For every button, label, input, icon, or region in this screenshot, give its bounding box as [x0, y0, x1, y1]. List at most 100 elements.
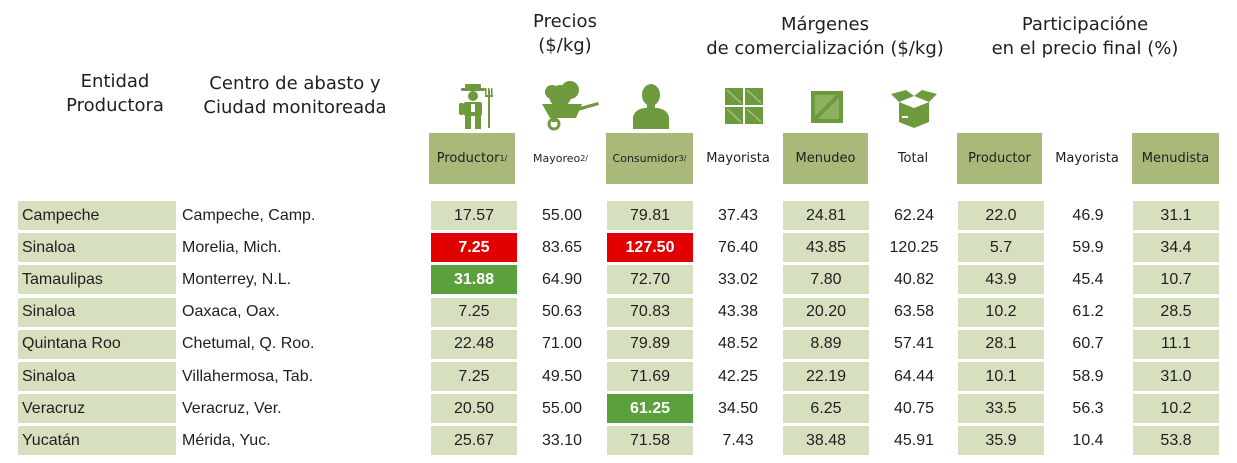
- cell-p-mayorista: 56.3: [1072, 399, 1104, 417]
- cell-p-menudista: 10.7: [1133, 265, 1219, 295]
- cell-consumidor: 70.83: [607, 297, 693, 327]
- cell-productor: 17.57: [431, 201, 517, 230]
- col-header-mayoreo-sup: 2/: [580, 154, 589, 163]
- header-margenes-line1: Márgenes: [780, 14, 869, 35]
- col-header-p-productor-label: Productor: [968, 151, 1031, 166]
- cell-centro: Monterrey, N.L.: [182, 270, 292, 288]
- header-precios-line2: ($/kg): [538, 35, 592, 56]
- cell-p-menudista: 31.0: [1133, 362, 1219, 391]
- cell-menudeo: 24.81: [783, 201, 869, 230]
- cell-centro: Mérida, Yuc.: [182, 431, 271, 449]
- cell-centro: Chetumal, Q. Roo.: [182, 335, 315, 353]
- cell-p-productor: 35.9: [958, 426, 1044, 456]
- cell-mayoreo: 33.10: [541, 431, 583, 449]
- cell-p-menudista: 34.4: [1133, 233, 1219, 263]
- header-entidad-line1: Entidad: [80, 71, 150, 92]
- cell-mayoreo: 49.50: [541, 367, 583, 385]
- cell-centro: Veracruz, Ver.: [182, 399, 282, 417]
- header-entidad: Entidad Productora: [40, 70, 190, 118]
- cell-total: 120.25: [889, 238, 939, 256]
- cell-entidad: Sinaloa: [18, 233, 176, 263]
- header-margenes-line2: de comercialización ($/kg): [706, 38, 944, 59]
- cell-p-productor: 28.1: [958, 329, 1044, 359]
- cell-menudeo: 6.25: [783, 394, 869, 424]
- cell-menudeo: 22.19: [783, 362, 869, 391]
- cell-centro: Morelia, Mich.: [182, 238, 282, 256]
- table-row: Yucatán Mérida, Yuc. 25.67 33.10 71.58 7.43 38…: [0, 426, 1237, 456]
- cell-p-mayorista: 58.9: [1072, 367, 1104, 385]
- table-row: Veracruz Veracruz, Ver. 20.50 55.00 61.25 34.…: [0, 394, 1237, 424]
- table-row: Quintana Roo Chetumal, Q. Roo. 22.48 71.00 7…: [0, 329, 1237, 359]
- cell-productor: 7.25: [431, 362, 517, 391]
- header-participacion-line1: Participacióne: [1021, 14, 1149, 35]
- col-header-p-menudista: Menudista: [1132, 133, 1219, 184]
- cell-menudeo: 38.48: [783, 426, 869, 456]
- cell-mayoreo: 64.90: [541, 270, 583, 288]
- col-header-consumidor: Consumidor 3/: [606, 133, 693, 184]
- cell-total: 40.82: [893, 270, 935, 288]
- header-centro: Centro de abasto y Ciudad monitoreada: [190, 72, 400, 120]
- cell-entidad: Tamaulipas: [18, 265, 176, 295]
- cell-centro: Campeche, Camp.: [182, 206, 316, 224]
- cell-consumidor: 79.89: [607, 329, 693, 359]
- header-participacion: Participacióne en el precio final (%): [975, 13, 1195, 61]
- col-header-menudeo-label: Menudeo: [795, 151, 856, 166]
- cell-p-productor: 33.5: [958, 394, 1044, 424]
- cell-entidad: Campeche: [18, 201, 176, 230]
- retail-crate-icon: [811, 91, 843, 123]
- cell-mayoreo: 55.00: [541, 206, 583, 224]
- cell-p-menudista: 11.1: [1133, 329, 1219, 359]
- cell-total: 45.91: [893, 431, 935, 449]
- cell-p-mayorista: 45.4: [1072, 270, 1104, 288]
- cell-entidad: Sinaloa: [18, 297, 176, 327]
- cell-mayorista: 42.25: [717, 367, 759, 385]
- header-precios-line1: Precios: [533, 11, 597, 32]
- header-entidad-line2: Productora: [66, 95, 164, 116]
- cell-entidad: Quintana Roo: [18, 329, 176, 359]
- cell-mayorista: 37.43: [717, 206, 759, 224]
- table-row: Sinaloa Oaxaca, Oax. 7.25 50.63 70.83 43.38 20…: [0, 297, 1237, 327]
- cell-menudeo: 20.20: [783, 297, 869, 327]
- header-centro-line1: Centro de abasto y: [209, 73, 381, 94]
- wheelbarrow-icon: [542, 81, 599, 131]
- cell-total: 64.44: [893, 367, 935, 385]
- cell-consumidor: 71.58: [607, 426, 693, 456]
- cell-consumidor: 127.50: [607, 233, 693, 263]
- cell-mayorista: 76.40: [717, 238, 759, 256]
- cell-mayorista: 33.02: [717, 270, 759, 288]
- cell-p-productor: 43.9: [958, 265, 1044, 295]
- table-row: Sinaloa Morelia, Mich. 7.25 83.65 127.50 76.4…: [0, 233, 1237, 263]
- cell-centro: Villahermosa, Tab.: [182, 367, 314, 385]
- col-header-productor-sup: 1/: [499, 154, 508, 163]
- table-row: Tamaulipas Monterrey, N.L. 31.88 64.90 72.70…: [0, 265, 1237, 295]
- cell-productor: 20.50: [431, 394, 517, 424]
- col-header-consumidor-label: Consumidor: [612, 152, 679, 165]
- cell-mayoreo: 55.00: [541, 399, 583, 417]
- col-header-p-menudista-label: Menudista: [1141, 151, 1210, 166]
- col-header-mayorista: Mayorista: [696, 133, 780, 184]
- cell-productor: 7.25: [431, 233, 517, 263]
- table-row: Sinaloa Villahermosa, Tab. 7.25 49.50 71.69 4…: [0, 362, 1237, 391]
- cell-mayorista: 43.38: [717, 303, 759, 321]
- col-header-mayoreo: Mayoreo 2/: [518, 133, 603, 184]
- cell-p-mayorista: 10.4: [1072, 431, 1104, 449]
- cell-p-menudista: 31.1: [1133, 201, 1219, 230]
- cell-mayoreo: 50.63: [541, 303, 583, 321]
- cell-total: 63.58: [893, 303, 935, 321]
- col-header-total: Total: [871, 133, 955, 184]
- col-header-consumidor-sup: 3/: [678, 154, 687, 163]
- col-header-productor-label: Productor: [436, 151, 500, 166]
- cell-productor: 7.25: [431, 297, 517, 327]
- header-centro-line2: Ciudad monitoreada: [203, 97, 387, 118]
- cell-p-productor: 5.7: [958, 233, 1044, 263]
- cell-p-mayorista: 46.9: [1072, 206, 1104, 224]
- col-header-productor: Productor 1/: [429, 133, 515, 184]
- cell-total: 62.24: [893, 206, 935, 224]
- cell-p-productor: 10.2: [958, 297, 1044, 327]
- cell-productor: 22.48: [431, 329, 517, 359]
- cell-consumidor: 61.25: [607, 394, 693, 424]
- cell-mayorista: 34.50: [717, 399, 759, 417]
- wholesale-crates-icon: [725, 88, 763, 124]
- cell-mayorista: 7.43: [722, 431, 754, 449]
- col-header-mayoreo-label: Mayoreo: [532, 152, 581, 165]
